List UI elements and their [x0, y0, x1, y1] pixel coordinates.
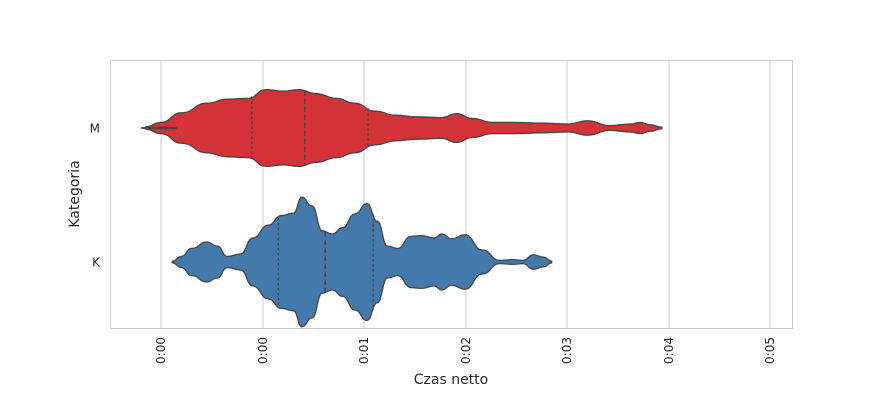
x-tick-label: 0:01 [357, 337, 371, 364]
violin-body-k [171, 196, 553, 328]
violin-body-m [140, 88, 663, 168]
x-tick-label: 0:02 [459, 337, 473, 364]
y-tick-labels: MK [90, 122, 101, 270]
x-tick-label: 0:03 [560, 337, 574, 364]
x-tick-label: 0:04 [662, 337, 676, 364]
violin-layer [140, 88, 663, 328]
x-axis-title: Czas netto [414, 372, 488, 388]
x-tick-labels: 0:00 0:00 0:01 0:02 0:03 0:04 0:05 [154, 337, 777, 364]
x-tick-label: 0:00 [256, 337, 270, 364]
y-tick-label: M [90, 122, 100, 136]
plot-frame [110, 60, 793, 329]
y-axis-title: Kategoria [67, 160, 83, 227]
y-tick-label: K [92, 256, 101, 270]
x-tick-label: 0:00 [154, 337, 168, 364]
x-tick-label: 0:05 [763, 337, 777, 364]
